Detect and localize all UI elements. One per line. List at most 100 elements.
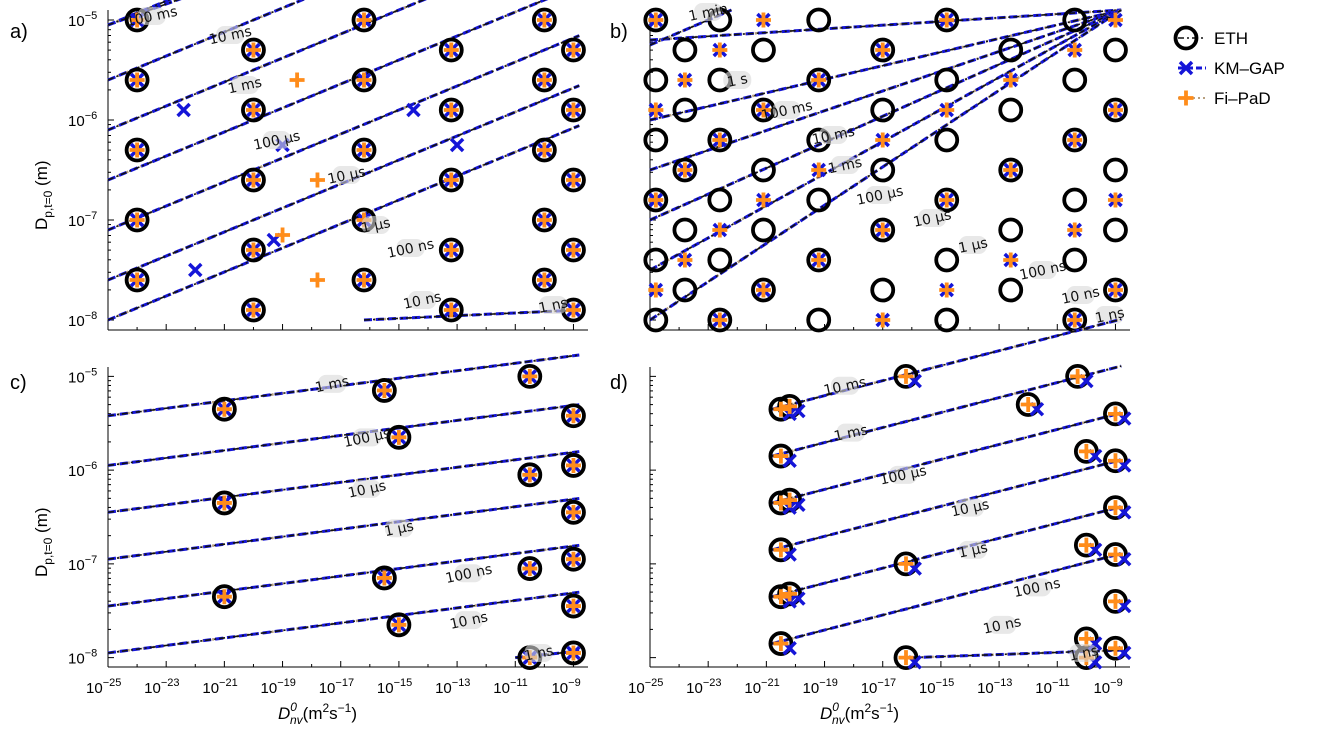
eth-marker (1062, 247, 1088, 273)
legend: ETH KM–GAP Fi–PaD (1173, 25, 1285, 108)
fipad-marker (939, 192, 955, 208)
panel-label: d) (610, 372, 628, 394)
kmgap-marker (188, 262, 203, 278)
kmgap-marker (176, 102, 191, 118)
time-label-bg (918, 209, 947, 227)
eth-marker (561, 593, 586, 619)
x-tick-label: 10−17 (319, 677, 354, 697)
fipad-marker (565, 42, 581, 58)
fipad-marker (565, 172, 581, 188)
kmgap-line (771, 458, 1122, 552)
eth-marker (1062, 7, 1088, 33)
eth-marker (1103, 157, 1128, 183)
eth-marker (351, 137, 377, 163)
x-tick-label: 10−17 (861, 677, 896, 697)
eth-marker (998, 97, 1024, 123)
fipad-marker (289, 72, 305, 88)
eth-marker (672, 157, 698, 183)
eth-line (363, 309, 580, 321)
time-label: 10 ns (402, 289, 443, 313)
eth-marker (768, 443, 794, 469)
eth-marker (517, 556, 543, 581)
time-label-bg (723, 71, 752, 89)
x-tick-label: 10−13 (435, 677, 470, 697)
fipad-marker (773, 401, 789, 417)
time-label: 100 µs (878, 463, 928, 489)
fipad-marker (1107, 282, 1123, 298)
eth-marker (371, 378, 397, 403)
time-label: 100 µs (342, 426, 392, 452)
eth-marker (124, 207, 150, 233)
fipad-marker (1107, 640, 1123, 656)
x-tick-label: 10−25 (628, 677, 663, 697)
eth-line (107, 354, 580, 417)
fipad-marker (356, 272, 372, 288)
fipad-marker (811, 162, 827, 178)
eth-marker (1173, 25, 1199, 51)
time-label: 10 µs (950, 497, 991, 521)
time-label-bg (819, 126, 848, 144)
fipad-marker (773, 542, 789, 558)
eth-line (649, 9, 1122, 171)
fipad-marker (245, 102, 261, 118)
time-label: 10 ms (811, 124, 857, 149)
fipad-marker (1107, 547, 1123, 562)
time-label: 10 ns (1060, 284, 1101, 308)
fipad-marker (565, 598, 581, 614)
fipad-marker (565, 408, 581, 424)
fipad-marker (565, 457, 581, 473)
eth-line (771, 412, 1122, 504)
eth-marker (561, 640, 586, 666)
fipad-line (363, 308, 580, 322)
fipad-marker (898, 556, 914, 572)
eth-marker (211, 396, 237, 422)
fipad-marker (443, 172, 459, 188)
fipad-marker (773, 495, 789, 511)
time-label-bg (865, 186, 894, 204)
eth-marker (707, 247, 733, 273)
time-label: 1 µs (383, 518, 415, 540)
fipad-marker (565, 551, 581, 567)
fipad-marker (565, 102, 581, 118)
eth-marker (561, 499, 586, 525)
fipad-marker (565, 504, 581, 520)
time-label: 100 µs (855, 183, 905, 209)
time-label-bg (332, 166, 361, 184)
eth-line (107, 544, 580, 607)
fipad-marker (677, 72, 693, 88)
fipad-marker (443, 242, 459, 258)
y-axis-title: Dp,t=0 (m) (32, 507, 55, 577)
time-label-bg (524, 643, 553, 662)
time-label-bg (958, 236, 987, 254)
time-label-bg (352, 479, 381, 498)
time-label: 10 ns (448, 609, 489, 633)
time-label: 10 ms (822, 374, 868, 399)
eth-marker (1065, 363, 1091, 389)
fipad-line (107, 0, 306, 82)
eth-marker (531, 67, 557, 93)
legend-label: Fi–PaD (1214, 89, 1271, 108)
time-label: 1 ms (226, 75, 263, 98)
fipad-marker (1067, 132, 1083, 148)
x-tick-label: 10−19 (261, 677, 296, 697)
x-tick-label: 10−11 (1035, 677, 1070, 697)
eth-line (771, 552, 1122, 645)
eth-line (107, 0, 426, 131)
eth-marker (124, 137, 150, 163)
fipad-marker (939, 12, 955, 28)
x-tick-label: 10−15 (919, 677, 954, 697)
eth-line (107, 403, 580, 467)
eth-marker (438, 237, 464, 263)
time-label: 1 ms (314, 373, 351, 396)
x-tick-label: 10−15 (377, 677, 412, 697)
eth-marker (371, 565, 397, 591)
fipad-marker (129, 142, 145, 158)
eth-marker (386, 424, 412, 450)
fipad-marker (129, 72, 145, 88)
fipad-marker (677, 162, 693, 178)
eth-marker (707, 187, 733, 213)
eth-marker (438, 297, 464, 323)
